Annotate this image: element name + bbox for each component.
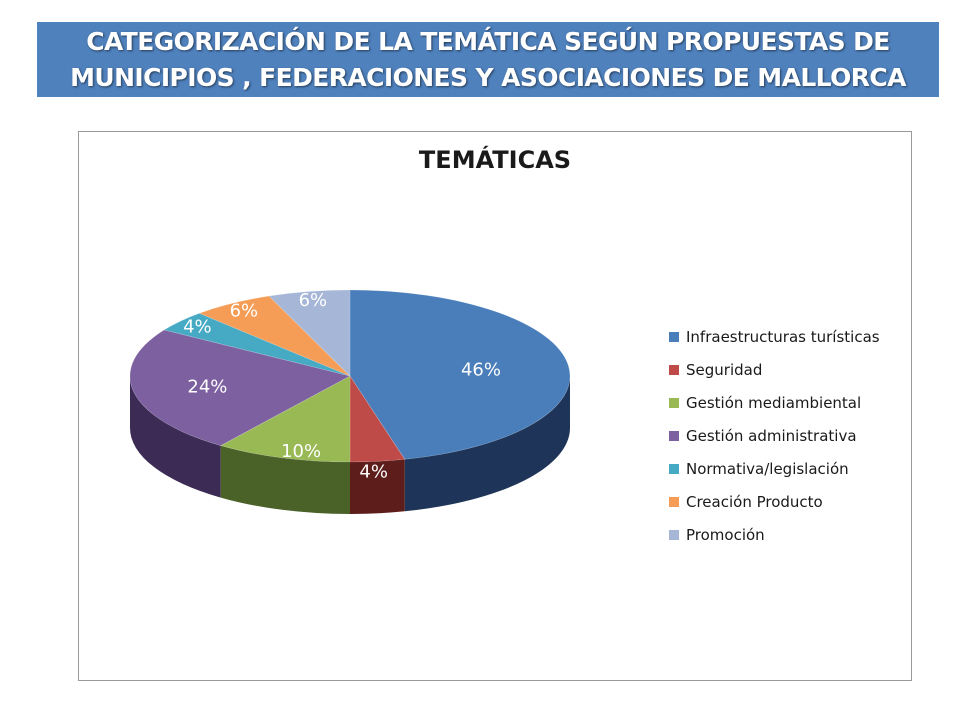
pie-slice-0	[349, 289, 571, 460]
legend-label: Gestión administrativa	[686, 426, 857, 445]
pie-data-labels: 46% 4% 10% 24% 4% 6% 6%	[183, 290, 501, 482]
data-label-3: 24%	[187, 377, 227, 398]
pie-slice-5	[198, 295, 351, 377]
pie-slice-2	[219, 375, 351, 463]
legend-swatch	[669, 529, 679, 540]
pie-slice-3	[129, 329, 351, 446]
pie-slice-4	[163, 312, 351, 377]
pie-slice-6	[268, 289, 351, 377]
legend-swatch	[669, 496, 679, 507]
data-label-4: 4%	[183, 317, 212, 338]
legend-label: Gestión mediambiental	[686, 393, 862, 412]
legend-label: Infraestructuras turísticas	[686, 327, 880, 346]
legend-swatch	[669, 364, 679, 375]
page-title: CATEGORIZACIÓN DE LA TEMÁTICA SEGÚN PROP…	[70, 26, 906, 92]
legend-swatch	[669, 430, 679, 441]
legend-label: Creación Producto	[686, 492, 823, 511]
legend-label: Promoción	[686, 525, 765, 544]
data-label-1: 4%	[359, 461, 388, 482]
legend-item: Infraestructuras turísticas	[669, 320, 880, 353]
pie-side-2	[220, 445, 350, 514]
data-label-2: 10%	[281, 441, 321, 462]
legend-swatch	[669, 463, 679, 474]
pie-slices	[129, 289, 571, 463]
legend-item: Seguridad	[669, 353, 880, 386]
header-banner: CATEGORIZACIÓN DE LA TEMÁTICA SEGÚN PROP…	[37, 22, 939, 97]
legend-label: Normativa/legislación	[686, 459, 849, 478]
pie-chart: 46% 4% 10% 24% 4% 6% 6%	[129, 289, 571, 514]
pie-side-1	[350, 459, 405, 514]
data-label-6: 6%	[299, 290, 328, 311]
legend-item: Creación Producto	[669, 485, 880, 518]
legend-item: Promoción	[669, 518, 880, 551]
data-label-5: 6%	[230, 301, 259, 322]
pie-side-0	[404, 376, 570, 512]
pie-slice-1	[349, 374, 406, 463]
legend-swatch	[669, 397, 679, 408]
chart-title: TEMÁTICAS	[418, 146, 572, 174]
pie-side-3	[130, 376, 221, 498]
legend-item: Gestión administrativa	[669, 419, 880, 452]
chart-area: 46% 4% 10% 24% 4% 6% 6% TEMÁTICAS Infraestruct…	[78, 131, 912, 681]
legend-label: Seguridad	[686, 360, 763, 379]
chart-legend: Infraestructuras turísticas Seguridad Gest…	[669, 320, 880, 551]
legend-swatch	[669, 331, 679, 342]
legend-item: Gestión mediambiental	[669, 386, 880, 419]
pie-sides	[130, 376, 570, 514]
data-label-0: 46%	[461, 360, 501, 381]
legend-item: Normativa/legislación	[669, 452, 880, 485]
